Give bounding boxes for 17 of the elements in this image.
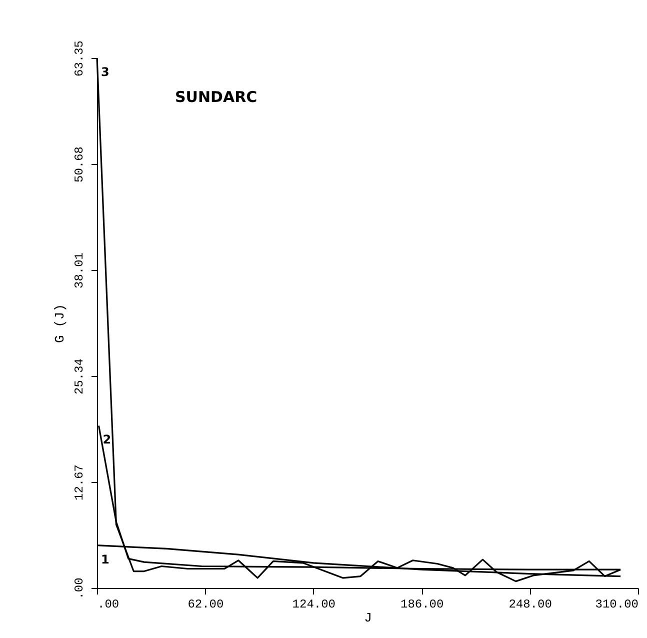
- y-tick-label: 12.67: [72, 464, 86, 501]
- x-tick-label: 310.00: [595, 598, 638, 612]
- y-tick-label: 25.34: [72, 358, 86, 395]
- y-tick-label: 63.35: [72, 40, 86, 77]
- text: SUNDARC: [175, 88, 258, 106]
- x-tick-label: 62.00: [188, 598, 224, 612]
- x-tick-label: 186.00: [400, 598, 444, 612]
- series-label: 2: [102, 432, 112, 447]
- y-tick-label: 50.68: [72, 146, 86, 183]
- x-tick-label: 248.00: [508, 598, 552, 612]
- y-axis-title: G (J): [52, 304, 68, 344]
- series-label: 3: [101, 65, 110, 79]
- x-axis-title: J: [364, 610, 372, 626]
- x-tick-label: 124.00: [292, 598, 336, 612]
- y-tick-label: 38.01: [72, 252, 86, 289]
- series-label: 1: [101, 552, 110, 566]
- x-tick-label: .00: [98, 598, 120, 612]
